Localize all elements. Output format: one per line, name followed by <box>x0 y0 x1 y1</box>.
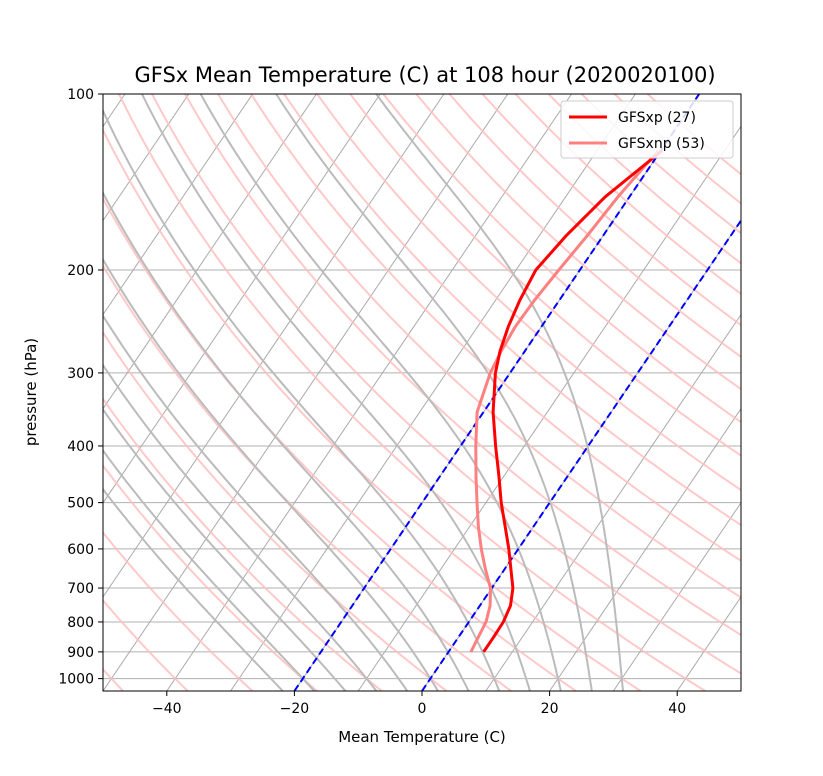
isotherm-line <box>485 313 741 691</box>
dry-adiabat-line <box>103 196 577 691</box>
dry-adiabat-line <box>349 94 741 457</box>
dry-adiabat-line <box>103 598 189 691</box>
dry-adiabat-line <box>103 330 448 691</box>
moist-adiabat-line <box>375 94 624 691</box>
x-tick-label: −20 <box>280 701 310 717</box>
dry-adiabat-line <box>217 94 741 599</box>
plot-area <box>103 94 741 691</box>
dry-adiabat-line <box>151 94 741 675</box>
x-axis-ticks: −40 −20 0 20 40 <box>152 691 686 717</box>
dry-adiabat-line <box>613 94 741 205</box>
moist-adiabat-line <box>103 108 501 691</box>
dry-adiabat-line <box>316 94 741 492</box>
x-tick-label: 40 <box>668 701 686 717</box>
moist-adiabat-line <box>103 257 439 691</box>
x-axis-label: Mean Temperature (C) <box>338 728 506 746</box>
dry-adiabat-line <box>103 531 254 691</box>
legend-label-gfsxp: GFSxp (27) <box>618 110 696 126</box>
moist-adiabat-line <box>141 94 531 691</box>
isotherm-line <box>103 94 445 598</box>
y-tick-label: 600 <box>67 542 94 558</box>
dry-adiabat-line <box>103 463 318 691</box>
isotherm-line <box>612 501 741 691</box>
moist-adiabat-line <box>103 314 409 691</box>
isotherm-line <box>103 94 126 128</box>
isotherm-line <box>293 94 700 691</box>
y-tick-label: 300 <box>67 366 94 382</box>
series-line-gfsxnp <box>469 149 660 653</box>
isotherm-line <box>740 690 741 691</box>
isotherm-line <box>549 407 741 691</box>
y-tick-label: 500 <box>67 496 94 512</box>
moist-adiabat-line <box>103 487 284 691</box>
y-axis-label: pressure (hPa) <box>22 338 40 446</box>
moist-adiabat-line <box>103 190 470 691</box>
moist-adiabat-line <box>275 94 593 691</box>
isotherm-line <box>103 94 190 222</box>
y-tick-label: 200 <box>67 263 94 279</box>
dry-adiabat-line <box>382 94 741 424</box>
legend: GFSxp (27) GFSxnp (53) <box>560 100 734 159</box>
isotherm-line <box>103 94 509 691</box>
data-series <box>293 94 741 691</box>
dry-adiabat-line <box>118 94 706 691</box>
isotherm-line <box>103 94 381 504</box>
dry-adiabat-line <box>283 94 741 527</box>
dry-adiabat-line <box>184 94 741 637</box>
chart-title: GFSx Mean Temperature (C) at 108 hour (2… <box>134 63 715 87</box>
y-tick-label: 700 <box>67 581 94 597</box>
y-tick-label: 1000 <box>58 672 94 688</box>
dry-adiabat-line <box>103 127 642 691</box>
isotherm-line <box>166 94 572 691</box>
x-tick-label: 0 <box>418 701 427 717</box>
x-tick-label: 20 <box>541 701 559 717</box>
dry-adiabat-lines <box>103 94 741 691</box>
x-tick-label: −40 <box>152 701 182 717</box>
dry-adiabat-line <box>250 94 741 563</box>
dry-adiabat-line <box>547 94 741 265</box>
dry-adiabat-line <box>415 94 741 391</box>
y-tick-label: 900 <box>67 645 94 661</box>
series-line-gfsxp <box>482 149 663 653</box>
y-tick-label: 800 <box>67 615 94 631</box>
isotherm-line <box>103 94 317 410</box>
moist-adiabat-line <box>103 363 378 691</box>
moist-adiabat-lines <box>103 94 624 691</box>
y-tick-label: 100 <box>67 87 94 103</box>
dry-adiabat-line <box>103 397 383 691</box>
isotherm-line <box>230 94 636 691</box>
moist-adiabat-line <box>103 407 347 691</box>
y-axis-ticks: 100 200 300 400 500 600 700 800 900 1000 <box>58 87 103 688</box>
legend-label-gfsxnp: GFSxnp (53) <box>618 136 705 152</box>
moist-adiabat-line <box>103 448 315 691</box>
y-tick-label: 400 <box>67 439 94 455</box>
dry-adiabat-line <box>103 264 512 691</box>
dry-adiabat-line <box>448 94 741 358</box>
isotherm-line <box>103 94 253 316</box>
moist-adiabat-line <box>199 94 562 691</box>
